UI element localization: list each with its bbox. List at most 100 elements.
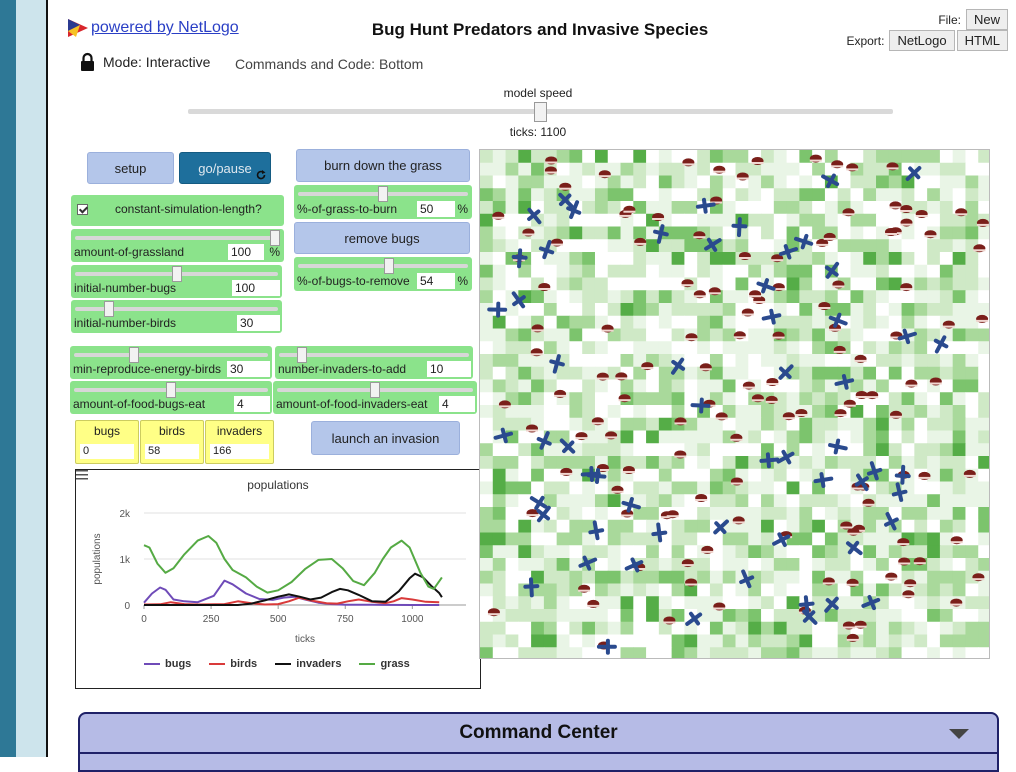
grass-to-burn-slider[interactable]: %-of-grass-to-burn 50 % bbox=[294, 185, 472, 219]
slider-value[interactable]: 100 bbox=[232, 280, 280, 296]
min-reproduce-energy-birds-slider[interactable]: min-reproduce-energy-birds 30 bbox=[70, 346, 272, 379]
bug-agent bbox=[652, 213, 665, 221]
legend-item-grass[interactable]: grass bbox=[359, 658, 410, 670]
legend-swatch bbox=[275, 663, 292, 665]
y-tick-label: 0 bbox=[124, 601, 130, 612]
commands-position-toggle[interactable]: Commands and Code: Bottom bbox=[235, 56, 424, 72]
food-invaders-eat-slider[interactable]: amount-of-food-invaders-eat 4 bbox=[273, 381, 477, 414]
slider-handle[interactable] bbox=[166, 382, 176, 398]
number-invaders-to-add-slider[interactable]: number-invaders-to-add 10 bbox=[275, 346, 473, 379]
invader-agent bbox=[690, 397, 711, 414]
initial-number-birds-slider[interactable]: initial-number-birds 30 bbox=[71, 300, 282, 333]
bug-agent bbox=[713, 165, 726, 174]
slider-handle[interactable] bbox=[297, 347, 307, 363]
slider-handle[interactable] bbox=[171, 266, 182, 282]
invader-agent bbox=[933, 335, 949, 354]
constant-simulation-length-switch[interactable]: constant-simulation-length? bbox=[71, 195, 284, 226]
bug-agent bbox=[575, 432, 588, 441]
bug-agent bbox=[832, 280, 845, 289]
bug-agent bbox=[701, 545, 714, 554]
bug-agent bbox=[526, 424, 538, 433]
slider-track[interactable] bbox=[298, 264, 468, 268]
monitor-label: invaders bbox=[216, 424, 263, 438]
slider-value[interactable]: 4 bbox=[439, 396, 475, 412]
slider-handle[interactable] bbox=[384, 258, 395, 274]
invader-agent bbox=[704, 237, 722, 252]
go-pause-button[interactable]: go/pause bbox=[179, 152, 271, 184]
slider-track[interactable] bbox=[75, 236, 280, 240]
bug-agent bbox=[578, 584, 591, 593]
legend-swatch bbox=[359, 663, 376, 665]
legend-item-invaders[interactable]: invaders bbox=[275, 658, 341, 670]
bug-agent bbox=[890, 410, 902, 419]
launch-invasion-button[interactable]: launch an invasion bbox=[311, 421, 460, 455]
switch-label: constant-simulation-length? bbox=[115, 202, 262, 216]
invader-agent bbox=[529, 495, 548, 511]
bug-agent bbox=[681, 279, 694, 288]
slider-value[interactable]: 30 bbox=[227, 361, 270, 377]
bug-agent bbox=[913, 557, 926, 566]
slider-value[interactable]: 50 bbox=[417, 201, 455, 217]
x-tick-label: 1000 bbox=[401, 614, 424, 625]
monitor-value: 58 bbox=[145, 444, 199, 459]
legend-item-bugs[interactable]: bugs bbox=[144, 658, 191, 670]
export-netlogo-button[interactable]: NetLogo bbox=[889, 30, 955, 51]
legend-swatch bbox=[209, 663, 226, 665]
bug-agent bbox=[772, 283, 785, 292]
burn-grass-button[interactable]: burn down the grass bbox=[296, 149, 470, 182]
slider-handle[interactable] bbox=[270, 230, 280, 246]
bug-agent bbox=[929, 377, 942, 386]
model-speed-handle[interactable] bbox=[533, 102, 547, 122]
bug-agent bbox=[492, 211, 505, 220]
slider-value[interactable]: 10 bbox=[427, 361, 471, 377]
invader-agent bbox=[538, 239, 555, 260]
food-bugs-eat-slider[interactable]: amount-of-food-bugs-eat 4 bbox=[70, 381, 272, 414]
bug-agent bbox=[905, 379, 918, 388]
slider-handle[interactable] bbox=[129, 347, 140, 363]
command-center-title: Command Center bbox=[459, 722, 618, 743]
world-view[interactable] bbox=[479, 149, 990, 659]
slider-value[interactable]: 30 bbox=[237, 315, 280, 331]
slider-handle[interactable] bbox=[103, 301, 114, 317]
bug-agent bbox=[710, 196, 723, 205]
invader-agent bbox=[588, 520, 605, 541]
lock-icon[interactable] bbox=[80, 52, 95, 72]
invader-agent bbox=[776, 449, 795, 465]
bug-agent bbox=[623, 205, 636, 214]
slider-value[interactable]: 100 bbox=[228, 244, 264, 260]
slider-track[interactable] bbox=[279, 353, 469, 357]
slider-value[interactable]: 54 bbox=[417, 273, 455, 289]
bug-agent bbox=[742, 381, 755, 390]
bug-agent bbox=[766, 378, 779, 386]
slider-track[interactable] bbox=[75, 307, 278, 311]
initial-number-bugs-slider[interactable]: initial-number-bugs 100 bbox=[71, 265, 282, 298]
legend-item-birds[interactable]: birds bbox=[209, 658, 257, 670]
export-toolbar: Export: NetLogo HTML bbox=[846, 30, 1008, 51]
command-center[interactable]: Command Center bbox=[78, 712, 999, 772]
powered-by-netlogo-link[interactable]: powered by NetLogo bbox=[68, 19, 239, 37]
bugs-to-remove-slider[interactable]: %-of-bugs-to-remove 54 % bbox=[294, 257, 472, 291]
new-button[interactable]: New bbox=[965, 9, 1008, 30]
mode-toggle[interactable]: Mode: Interactive bbox=[80, 52, 210, 72]
amount-of-grassland-slider[interactable]: amount-of-grassland 100 % bbox=[71, 229, 284, 262]
bug-agent bbox=[822, 577, 835, 586]
remove-bugs-button[interactable]: remove bugs bbox=[294, 222, 470, 254]
bug-agent bbox=[674, 417, 687, 426]
invader-agent bbox=[824, 596, 839, 613]
world-canvas[interactable] bbox=[480, 150, 990, 659]
bug-agent bbox=[693, 231, 706, 240]
hamburger-menu-icon[interactable] bbox=[76, 470, 88, 480]
bug-agent bbox=[708, 287, 721, 296]
switch-checkbox-icon[interactable] bbox=[77, 204, 88, 215]
page-left-margin bbox=[16, 0, 46, 757]
export-label: Export: bbox=[846, 33, 885, 48]
slider-handle[interactable] bbox=[370, 382, 380, 398]
slider-track[interactable] bbox=[74, 353, 268, 357]
caret-down-icon[interactable] bbox=[949, 729, 969, 739]
setup-button[interactable]: setup bbox=[87, 152, 174, 184]
bug-agent bbox=[924, 230, 937, 239]
export-html-button[interactable]: HTML bbox=[956, 30, 1008, 51]
slider-handle[interactable] bbox=[378, 186, 388, 202]
slider-value[interactable]: 4 bbox=[234, 396, 270, 412]
bug-agent bbox=[955, 208, 968, 217]
